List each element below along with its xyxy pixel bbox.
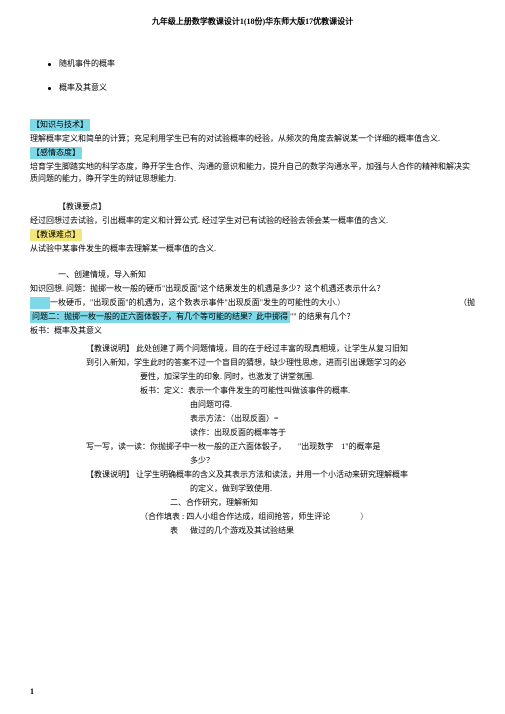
suffix-text: （抛 <box>459 297 475 309</box>
coop-l1-text: （合作填表 : 四人小组合作达成，组间抢答，师生评论 <box>140 512 330 521</box>
highlight-yellow: 【教课难点】 <box>30 229 82 241</box>
coop-l2: 表 做过的几个游戏及其试验结果 <box>30 525 475 537</box>
bracket-text: ） <box>337 298 345 307</box>
emotion-label: 【感情态度】 <box>30 147 475 159</box>
page-number: 1 <box>30 686 34 698</box>
line2-text: 一枚硬币，"出现反面"的机遇为，这个数表示事件"出现反面"发生的可能性的大小. <box>50 298 337 307</box>
section-header-1: 随机事件的概率 <box>30 58 475 70</box>
teach-note-1: 【教课说明】 此处创建了两个问题情境，目的在于经过丰富的现真相境，让学生从复习旧… <box>30 343 475 355</box>
teach-note-2: 【教课说明】 让学生明确概率的含义及其表示方法和读法，并用一个小活动来研究理解概… <box>30 469 475 481</box>
section-header-2: 概率及其意义 <box>30 82 475 94</box>
teach-note-2-l1: 的定义，做到学致使用. <box>30 483 475 495</box>
wr-a: 写一写，读一读：你抛掷子中一枚一般的正六面体骰子， <box>86 442 282 451</box>
focus-text: 经过回想过去试验，引出概率的定义和计算公式. 经过学生对已有试验的经验去领会某一… <box>30 215 475 227</box>
highlight-cyan <box>30 297 50 309</box>
line3b-text: "" 的结果有几个？ <box>290 312 355 321</box>
knowledge-label: 【知识与技术】 <box>30 119 475 131</box>
board-text: 板书：概率及其意义 <box>30 325 475 337</box>
teach-note-1-l1: 到引入新知，学生此时的答案不过一个盲目的猜想，缺少理性思虑，进而引出课题学习的必 <box>30 357 475 369</box>
difficulty-label: 【教课难点】 <box>30 229 475 241</box>
wr-c: 1"的概率是 <box>341 442 380 451</box>
step1-line1: 知识回想. 问题：抛掷一枚一般的硬币"出现反面"这个结果发生的机遇是多少？这个机… <box>30 283 475 295</box>
board-def: 板书：定义：表示一个事件发生的可能性叫做该事件的概率. <box>30 385 475 397</box>
header-text-2: 概率及其意义 <box>59 83 107 92</box>
step1-title: 一、创建情境，导入新知 <box>30 269 475 281</box>
bullet-dot <box>48 87 51 90</box>
wr-b: "出现数字 <box>298 442 333 451</box>
bracket-close: ） <box>360 512 368 521</box>
board-q: 由问题可得. <box>30 399 475 411</box>
header-text-1: 随机事件的概率 <box>59 59 115 68</box>
bullet-dot <box>48 63 51 66</box>
write-read-line: 写一写，读一读：你抛掷子中一枚一般的正六面体骰子， "出现数字 1"的概率是 <box>30 441 475 453</box>
highlight-cyan: 【知识与技术】 <box>30 119 90 131</box>
difficulty-text: 从试验中某事件发生的概率去理解某一概率值的含义. <box>30 243 475 255</box>
emotion-text: 培育学生脚踏实地的科学态度，睁开学生合作、沟通的意识和能力，提升自己的数学沟通水… <box>30 161 475 185</box>
highlight-cyan: 【感情态度】 <box>30 147 82 159</box>
teach-note-1-l2: 要性，加深学生的印象. 同时，也激发了讲堂氛围. <box>30 371 475 383</box>
focus-label: 【教课要点】 <box>30 201 475 213</box>
board-method: 表示方法：（出现反面）= <box>30 413 475 425</box>
coop-l1: （合作填表 : 四人小组合作达成，组间抢答，师生评论 ） <box>30 511 475 523</box>
wr-d: 多少？ <box>30 455 475 467</box>
coop-title: 二、合作研究，理解新知 <box>30 497 475 509</box>
board-read: 读作：出现反面的概率等于 <box>30 427 475 439</box>
step1-line3: 问题二：抛掷一枚一般的正六面体骰子，有几个等可能的结果？此中掷得"" 的结果有几… <box>30 311 475 323</box>
highlight-cyan: 问题二：抛掷一枚一般的正六面体骰子，有几个等可能的结果？此中掷得 <box>30 311 290 323</box>
page-title: 九年级上册数学教课设计1(18份)华东师大版17优教课设计 <box>30 16 475 28</box>
step1-line2: 一枚硬币，"出现反面"的机遇为，这个数表示事件"出现反面"发生的可能性的大小.）… <box>30 297 475 309</box>
knowledge-text: 理解概率定义和简单的计算；充足利用学生已有的对试验概率的经验，从频次的角度去解说… <box>30 133 475 145</box>
